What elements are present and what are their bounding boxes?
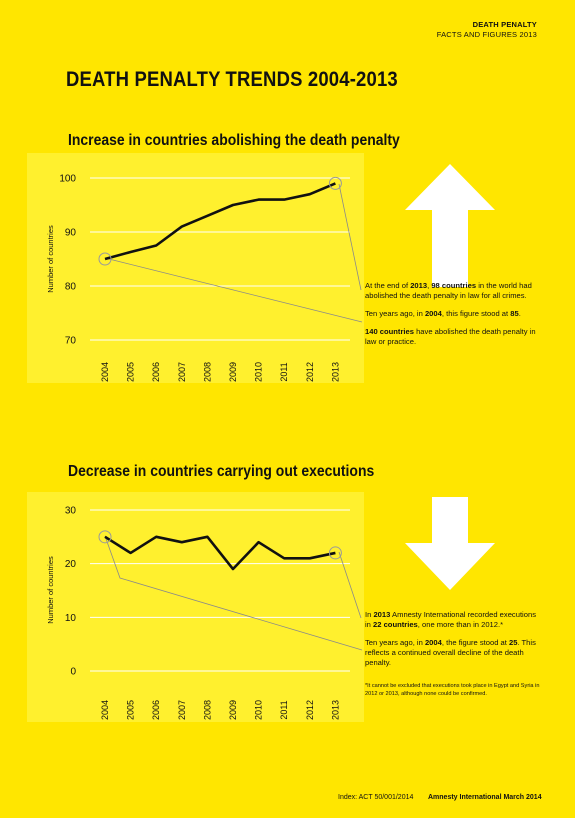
chart1-ylabel: Number of countries bbox=[46, 225, 55, 293]
chart2-point-highlight bbox=[98, 530, 112, 544]
chart2-xtick-label: 2007 bbox=[177, 700, 187, 720]
chart1-callout-end bbox=[338, 183, 362, 291]
footer-org: Amnesty International March 2014 bbox=[428, 794, 542, 801]
header-line-1: DEATH PENALTY bbox=[472, 20, 537, 29]
chart2-xtick-label: 2005 bbox=[126, 700, 136, 720]
chart1-xtick-label: 2007 bbox=[177, 362, 187, 382]
chart2-callout-start bbox=[104, 535, 363, 651]
chart2-xtick-label: 2004 bbox=[100, 700, 110, 720]
chart2-series-line bbox=[104, 535, 336, 571]
chart2-ytick-label: 30 bbox=[65, 506, 77, 517]
chart2-xtick-label: 2006 bbox=[151, 700, 161, 720]
chart2-xtick-label: 2010 bbox=[254, 700, 264, 720]
chart1-xtick-label: 2012 bbox=[305, 362, 315, 382]
notes-top: At the end of 2013, 98 countries in the … bbox=[365, 281, 540, 355]
chart1-xtick-label: 2011 bbox=[279, 362, 289, 381]
chart1-ytick-label: 80 bbox=[65, 282, 77, 293]
chart1-series-line bbox=[104, 182, 336, 261]
notes-bottom: In 2013 Amnesty International recorded e… bbox=[365, 610, 540, 676]
chart2-xtick-label: 2009 bbox=[228, 700, 238, 720]
chart2-callout-end bbox=[338, 551, 362, 619]
chart1-title: Increase in countries abolishing the dea… bbox=[68, 132, 400, 149]
note-top-2: Ten years ago, in 2004, this figure stoo… bbox=[365, 309, 521, 318]
chart1-xtick-label: 2005 bbox=[126, 362, 136, 382]
page-title: DEATH PENALTY TRENDS 2004-2013 bbox=[66, 68, 398, 91]
footer-index: Index: ACT 50/001/2014 bbox=[338, 794, 414, 801]
chart2-ylabel: Number of countries bbox=[46, 556, 55, 624]
chart1-xtick-label: 2006 bbox=[151, 362, 161, 382]
note-top-1: At the end of 2013, 98 countries in the … bbox=[365, 281, 532, 300]
chart2-xtick-label: 2011 bbox=[279, 700, 289, 719]
chart2-title: Decrease in countries carrying out execu… bbox=[68, 463, 375, 480]
footnote: *It cannot be excluded that executions t… bbox=[365, 683, 540, 697]
chart1-callout-start bbox=[104, 257, 363, 323]
chart1-ytick-label: 90 bbox=[65, 228, 77, 239]
chart1-ytick-label: 100 bbox=[59, 174, 76, 185]
header-line-2: FACTS AND FIGURES 2013 bbox=[436, 30, 537, 39]
chart2-xtick-label: 2012 bbox=[305, 700, 315, 720]
chart1-panel bbox=[27, 153, 364, 383]
chart2-xtick-label: 2013 bbox=[330, 700, 340, 720]
note-top-3: 140 countries have abolished the death p… bbox=[365, 327, 536, 346]
chart1-xtick-label: 2010 bbox=[254, 362, 264, 382]
chart2-ytick-label: 20 bbox=[65, 559, 77, 570]
running-header: DEATH PENALTY FACTS AND FIGURES 2013 bbox=[437, 20, 537, 40]
chart1-xtick-label: 2004 bbox=[100, 362, 110, 382]
chart2-ytick-label: 0 bbox=[70, 667, 76, 678]
chart1-ytick-label: 70 bbox=[65, 336, 77, 347]
chart2-ytick-label: 10 bbox=[65, 613, 77, 624]
chart1-xtick-label: 2009 bbox=[228, 362, 238, 382]
chart1-point-highlight bbox=[98, 252, 112, 266]
chart2-point-highlight bbox=[328, 546, 342, 560]
note-bottom-2: Ten years ago, in 2004, the figure stood… bbox=[365, 638, 536, 667]
note-bottom-1: In 2013 Amnesty International recorded e… bbox=[365, 610, 536, 629]
up-arrow-icon bbox=[405, 164, 495, 287]
chart1-xtick-label: 2013 bbox=[330, 362, 340, 382]
down-arrow-icon bbox=[405, 497, 495, 590]
chart1-point-highlight bbox=[328, 176, 342, 190]
chart2-panel bbox=[27, 492, 364, 722]
chart2-xtick-label: 2008 bbox=[202, 700, 212, 720]
chart1-xtick-label: 2008 bbox=[202, 362, 212, 382]
